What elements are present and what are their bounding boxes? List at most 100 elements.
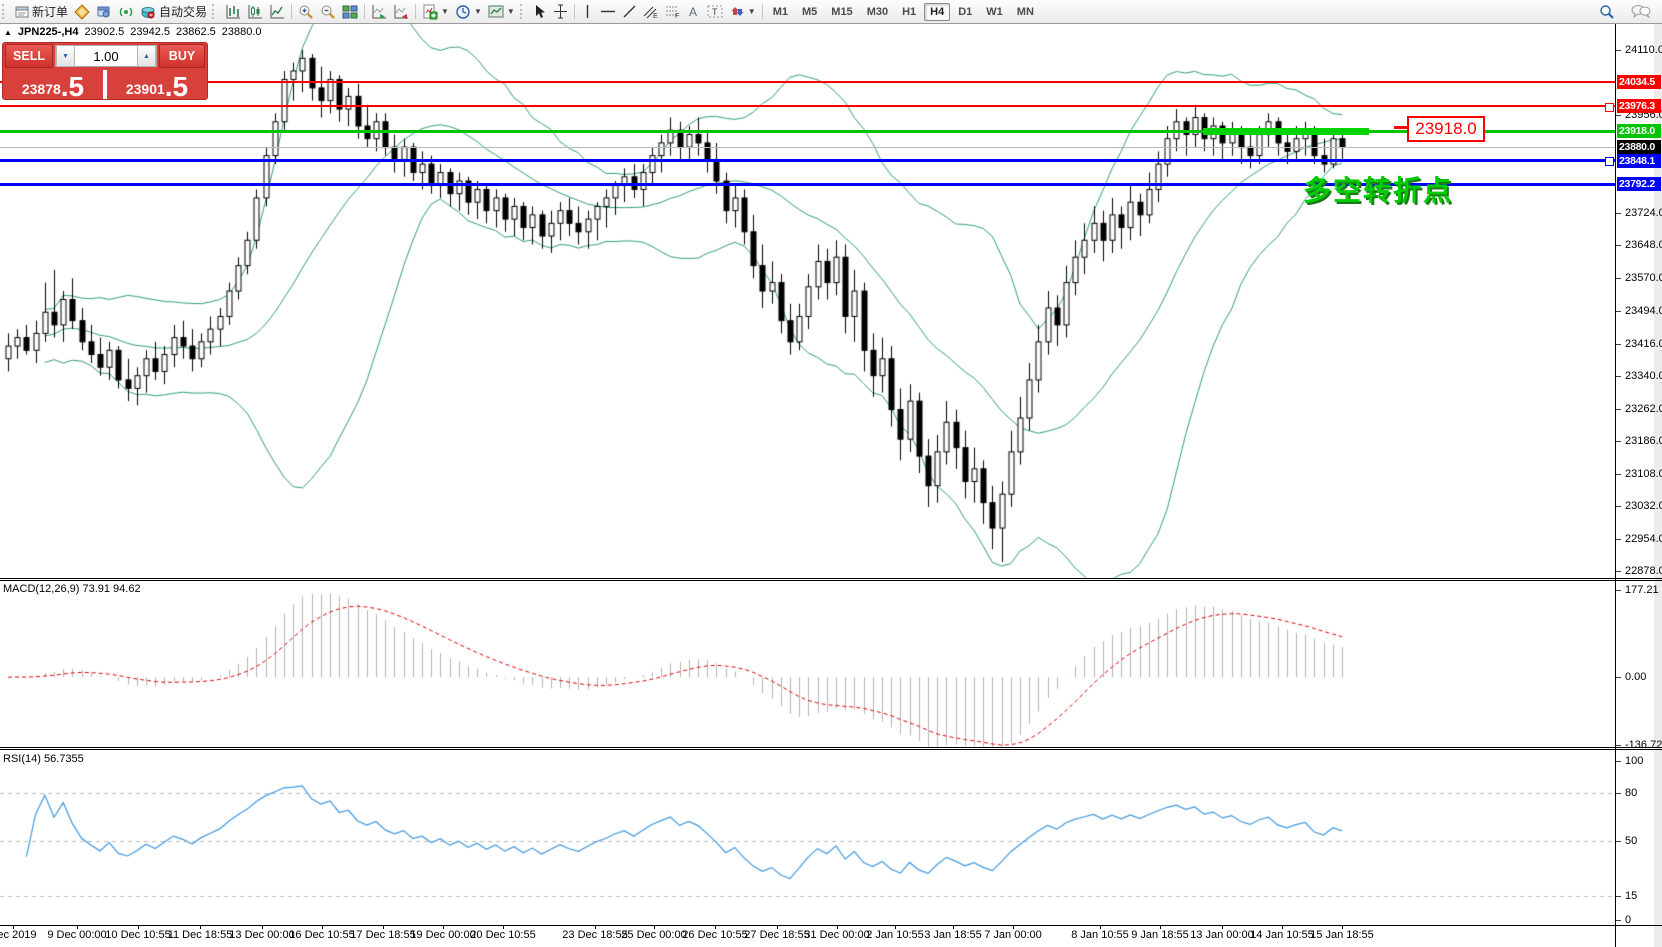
time-label[interactable]: 3 Jan 18:55 bbox=[924, 929, 982, 941]
volume-increase-button[interactable]: ▲ bbox=[137, 45, 156, 67]
equidistant-channel-button[interactable]: E bbox=[640, 2, 662, 22]
svg-text:E: E bbox=[653, 13, 658, 19]
toolbar-grip[interactable] bbox=[2, 4, 8, 19]
fibonacci-button[interactable]: F bbox=[662, 2, 684, 22]
new-order-button[interactable]: 新订单 bbox=[12, 2, 71, 22]
autotrading-button[interactable]: 自动交易 bbox=[137, 2, 210, 22]
trendline-button[interactable] bbox=[619, 2, 640, 22]
time-label[interactable]: 26 Dec 10:55 bbox=[682, 929, 748, 941]
price-callout-box[interactable]: 23918.0 bbox=[1407, 116, 1485, 142]
zoom-out-button[interactable] bbox=[317, 2, 339, 22]
time-label[interactable]: 31 Dec 00:00 bbox=[804, 929, 870, 941]
pane-splitter-macd[interactable] bbox=[0, 580, 1662, 581]
navigator-button[interactable] bbox=[115, 2, 137, 22]
rsi-tick bbox=[1616, 761, 1621, 763]
zoom-in-icon bbox=[299, 5, 313, 19]
timeframe-MN-button[interactable]: MN bbox=[1016, 5, 1034, 18]
indicators-button[interactable]: ▼ bbox=[419, 2, 452, 22]
time-label[interactable]: 10 Dec 10:55 bbox=[105, 929, 171, 941]
green-trend-segment[interactable] bbox=[1203, 127, 1369, 135]
hline-23792.2[interactable] bbox=[0, 182, 1615, 186]
hline-24034.5[interactable] bbox=[0, 80, 1615, 83]
pane-splitter-rsi[interactable] bbox=[0, 747, 1662, 748]
hline-handle[interactable] bbox=[1605, 157, 1614, 167]
periods-button[interactable]: ▼ bbox=[452, 2, 485, 22]
search-icon bbox=[1600, 4, 1614, 19]
data-window-button[interactable] bbox=[93, 2, 115, 22]
time-label[interactable]: 9 Dec 00:00 bbox=[47, 929, 107, 941]
zoom-in-button[interactable] bbox=[295, 2, 317, 22]
timeframe-H1-button[interactable]: H1 bbox=[902, 5, 917, 18]
hline-23848.1[interactable] bbox=[0, 159, 1615, 163]
time-label[interactable]: 13 Dec 00:00 bbox=[229, 929, 295, 941]
macd-label: MACD(12,26,9) 73.91 94.62 bbox=[3, 583, 141, 595]
timeframe-H4-button[interactable]: H4 bbox=[924, 2, 951, 21]
time-label[interactable]: 23 Dec 18:55 bbox=[562, 929, 628, 941]
time-label[interactable]: 27 Dec 18:55 bbox=[744, 929, 810, 941]
auto-scroll-button[interactable] bbox=[368, 2, 390, 22]
buy-price[interactable]: 23901 .5 bbox=[107, 69, 207, 101]
chat-button[interactable] bbox=[1628, 2, 1654, 22]
search-button[interactable] bbox=[1596, 2, 1618, 22]
time-label[interactable]: 20 Dec 10:55 bbox=[470, 929, 536, 941]
text-label-button[interactable]: T bbox=[704, 2, 726, 22]
time-tick bbox=[1013, 925, 1014, 929]
timeframe-M1-button[interactable]: M1 bbox=[772, 5, 788, 18]
candlestick-chart-button[interactable] bbox=[244, 2, 266, 22]
hline-23976.3[interactable] bbox=[0, 105, 1615, 108]
cursor-button[interactable] bbox=[530, 2, 550, 22]
buy-button[interactable]: BUY bbox=[159, 44, 205, 68]
vertical-line-button[interactable] bbox=[578, 2, 597, 22]
time-label[interactable]: 17 Dec 18:55 bbox=[350, 929, 416, 941]
hline-23880[interactable] bbox=[0, 146, 1615, 148]
market-watch-button[interactable] bbox=[71, 2, 93, 22]
chart-bottom-border bbox=[0, 925, 1662, 926]
price-tick-label: 23494.0 bbox=[1625, 304, 1662, 317]
sell-button[interactable]: SELL bbox=[5, 44, 53, 68]
sell-price[interactable]: 23878 .5 bbox=[3, 69, 103, 101]
price-tick bbox=[1616, 440, 1621, 442]
chevron-down-icon: ▼ bbox=[506, 7, 515, 16]
time-label[interactable]: 13 Jan 00:00 bbox=[1190, 929, 1254, 941]
rsi-tick bbox=[1616, 920, 1621, 922]
time-label[interactable]: 19 Dec 00:00 bbox=[410, 929, 476, 941]
time-label[interactable]: 7 Jan 00:00 bbox=[984, 929, 1042, 941]
price-badge-23880.0: 23880.0 bbox=[1617, 140, 1661, 155]
pane-splitter-rsi[interactable] bbox=[0, 749, 1662, 750]
time-tick bbox=[322, 925, 323, 929]
time-tick bbox=[1100, 925, 1101, 929]
text-button[interactable]: A bbox=[684, 2, 704, 22]
volume-input[interactable]: 1.00 bbox=[93, 48, 119, 64]
buy-price-main: 23901 bbox=[125, 81, 165, 97]
time-label[interactable]: 16 Dec 10:55 bbox=[289, 929, 355, 941]
timeframe-D1-button[interactable]: D1 bbox=[958, 5, 973, 18]
toolbar-grip[interactable] bbox=[519, 4, 526, 19]
templates-button[interactable]: ▼ bbox=[485, 2, 518, 22]
chart-shift-button[interactable] bbox=[390, 2, 412, 22]
crosshair-button[interactable] bbox=[550, 2, 571, 22]
timeframe-M30-button[interactable]: M30 bbox=[866, 5, 889, 18]
tile-windows-button[interactable] bbox=[339, 2, 361, 22]
timeframe-W1-button[interactable]: W1 bbox=[986, 5, 1003, 18]
time-label[interactable]: 14 Jan 10:55 bbox=[1250, 929, 1314, 941]
time-label[interactable]: 8 Jan 10:55 bbox=[1071, 929, 1129, 941]
timeframe-M15-button[interactable]: M15 bbox=[831, 5, 853, 18]
time-label[interactable]: 11 Dec 18:55 bbox=[167, 929, 233, 941]
bar-chart-button[interactable] bbox=[222, 2, 244, 22]
timeframe-M5-button[interactable]: M5 bbox=[802, 5, 818, 18]
time-label[interactable]: 2 Jan 10:55 bbox=[866, 929, 924, 941]
hline-23918[interactable] bbox=[0, 129, 1615, 133]
toolbar-grip[interactable] bbox=[212, 4, 218, 19]
time-label[interactable]: Dec 2019 bbox=[0, 929, 37, 941]
time-label[interactable]: 9 Jan 18:55 bbox=[1131, 929, 1189, 941]
hline-handle[interactable] bbox=[1605, 102, 1614, 112]
line-chart-button[interactable] bbox=[266, 2, 288, 22]
pane-splitter-macd[interactable] bbox=[0, 578, 1662, 579]
volume-decrease-button[interactable]: ▼ bbox=[56, 45, 75, 67]
horizontal-line-button[interactable] bbox=[597, 2, 619, 22]
price-tick bbox=[1616, 245, 1621, 247]
arrows-button[interactable]: ▼ bbox=[726, 2, 759, 22]
time-label[interactable]: 25 Dec 00:00 bbox=[621, 929, 687, 941]
time-label[interactable]: 15 Jan 18:55 bbox=[1310, 929, 1374, 941]
